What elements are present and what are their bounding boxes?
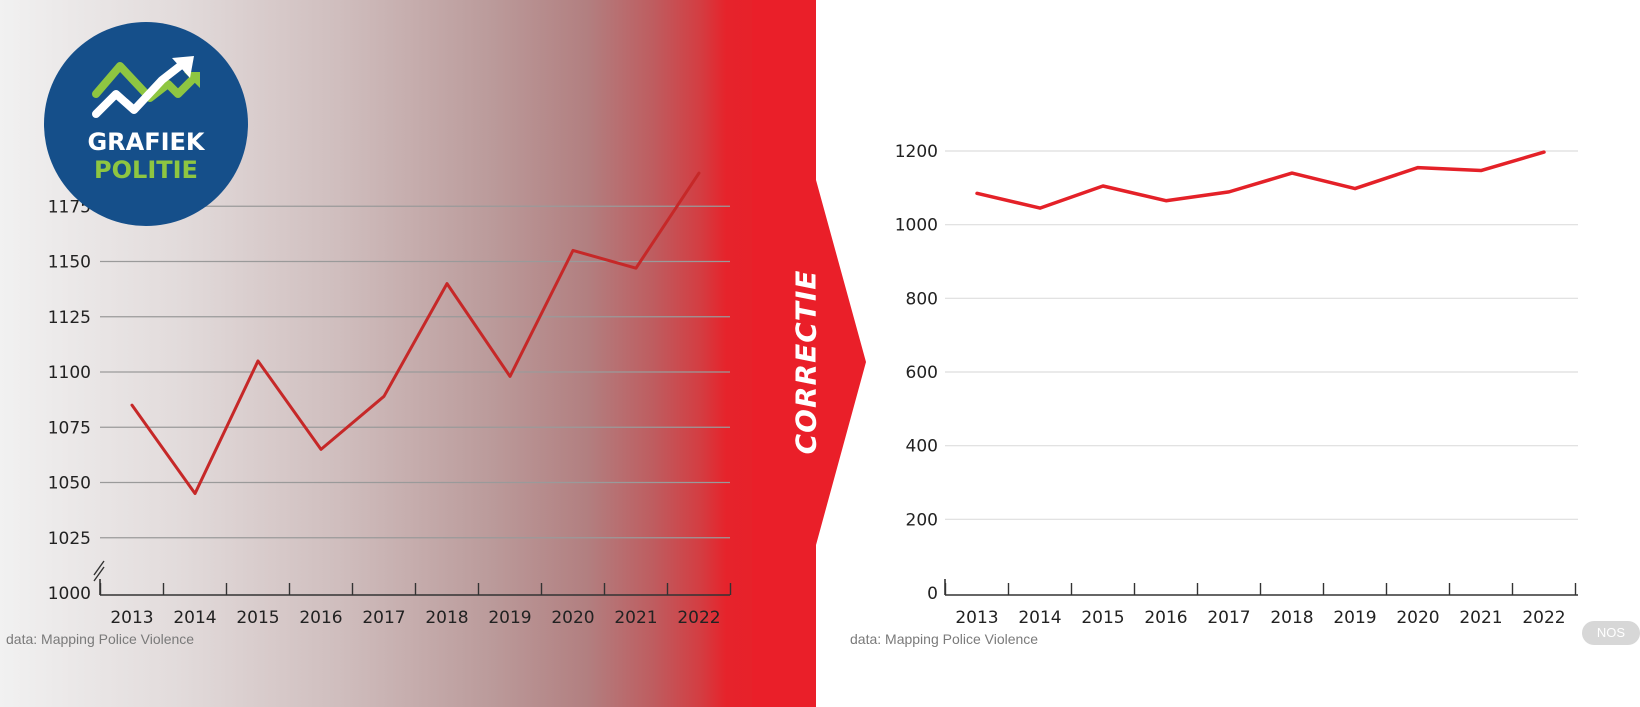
y-tick-label: 1100 [48, 363, 91, 383]
y-tick-label: 1150 [48, 253, 91, 273]
x-tick-label: 2022 [677, 608, 720, 628]
x-tick-label: 2021 [614, 608, 657, 628]
axis-break-mark [93, 560, 105, 576]
series-line [130, 171, 701, 496]
x-tick-label: 2014 [173, 608, 216, 628]
y-tick-label: 400 [906, 437, 938, 457]
x-tick-label: 2019 [1333, 608, 1376, 628]
left-source-note: data: Mapping Police Violence [6, 631, 195, 647]
x-tick-label: 2016 [299, 608, 342, 628]
x-tick-label: 2019 [488, 608, 531, 628]
corrected-chart-panel [816, 0, 1640, 707]
trend-arrows-icon [92, 56, 200, 118]
logo-text-politie: POLITIE [94, 156, 198, 184]
y-tick-label: 1125 [48, 308, 91, 328]
y-tick-label: 800 [906, 289, 938, 309]
right-source-note: data: Mapping Police Violence [850, 631, 1039, 647]
y-tick-label: 1200 [895, 142, 938, 162]
y-tick-label: 1050 [48, 474, 91, 494]
y-tick-label: 1000 [48, 584, 91, 604]
x-tick-label: 2020 [1396, 608, 1439, 628]
x-tick-label: 2016 [1144, 608, 1187, 628]
x-tick-label: 2022 [1522, 608, 1565, 628]
y-tick-label: 600 [906, 363, 938, 383]
series-line [975, 150, 1546, 210]
x-tick-label: 2015 [1081, 608, 1124, 628]
y-tick-label: 1025 [48, 529, 91, 549]
x-tick-label: 2020 [551, 608, 594, 628]
x-tick-label: 2013 [955, 608, 998, 628]
nos-badge: NOS [1582, 621, 1640, 645]
x-tick-label: 2017 [362, 608, 405, 628]
y-tick-label: 0 [927, 584, 938, 604]
logo-text-grafiek: GRAFIEK [87, 128, 205, 156]
y-tick-label: 1075 [48, 418, 91, 438]
x-tick-label: 2014 [1018, 608, 1061, 628]
axis-break-mark [93, 566, 105, 582]
grafiek-politie-logo: GRAFIEK POLITIE [44, 22, 248, 226]
x-tick-label: 2018 [1270, 608, 1313, 628]
x-tick-label: 2017 [1207, 608, 1250, 628]
y-tick-label: 1000 [895, 216, 938, 236]
x-tick-label: 2015 [236, 608, 279, 628]
x-tick-label: 2013 [110, 608, 153, 628]
x-tick-label: 2018 [425, 608, 468, 628]
y-tick-label: 200 [906, 510, 938, 530]
x-tick-label: 2021 [1459, 608, 1502, 628]
